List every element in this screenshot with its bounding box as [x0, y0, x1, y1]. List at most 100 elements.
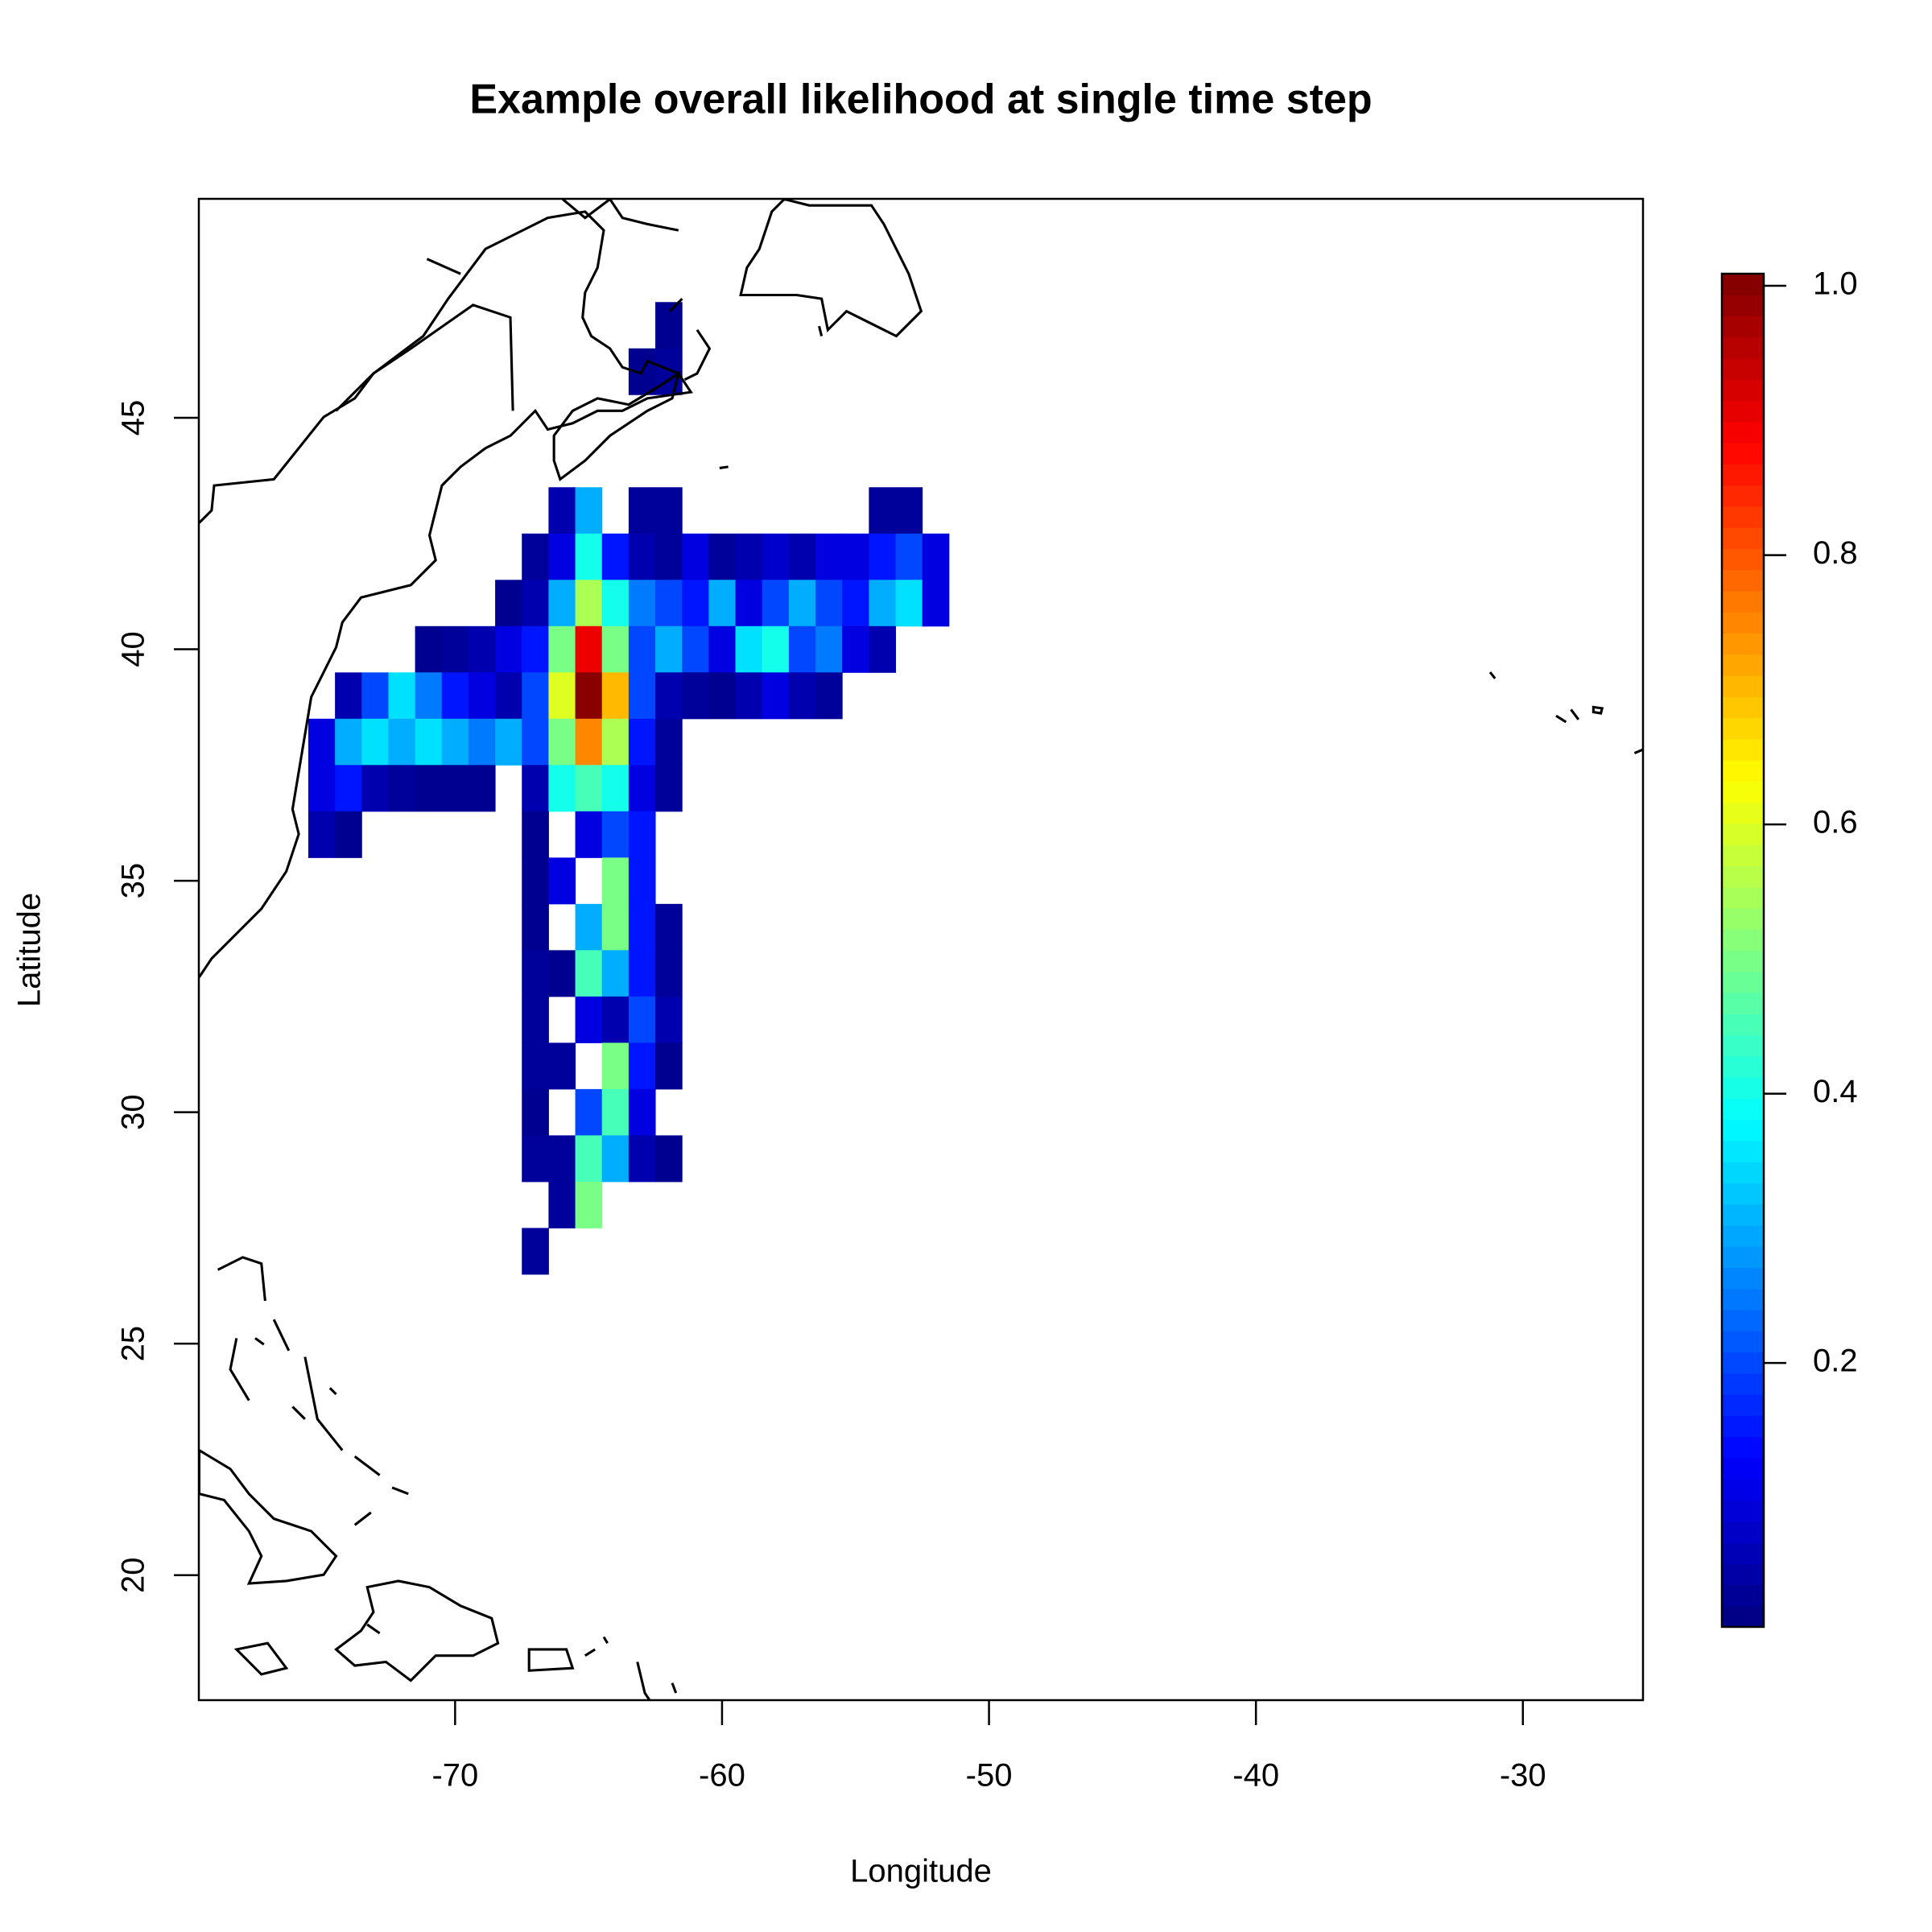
- heatmap-cell: [682, 672, 709, 720]
- colorbar-tick-label: 0.8: [1813, 535, 1858, 571]
- heatmap-cell: [441, 765, 469, 812]
- y-tick-label: 30: [116, 1094, 151, 1130]
- heatmap-cell: [308, 718, 336, 766]
- colorbar-tick-label: 0.4: [1813, 1074, 1858, 1109]
- heatmap-cell: [601, 580, 630, 627]
- heatmap-cell: [895, 487, 923, 535]
- heatmap-cell: [575, 996, 603, 1043]
- heatmap-cell: [575, 765, 603, 812]
- heatmap-cell: [869, 487, 896, 535]
- heatmap-cell: [655, 765, 683, 812]
- heatmap-cell: [601, 857, 630, 905]
- heatmap-cell: [735, 533, 763, 580]
- heatmap-cell: [628, 950, 656, 997]
- colorbar-swatch: [1722, 274, 1764, 295]
- heatmap-cell: [575, 1181, 603, 1228]
- heatmap-cell: [335, 718, 362, 766]
- coastline: [1570, 708, 1580, 720]
- colorbar-swatch: [1722, 907, 1764, 930]
- heatmap-cell: [441, 625, 469, 673]
- colorbar-frame: [1720, 272, 1765, 1629]
- heatmap-cell: [628, 765, 656, 812]
- colorbar-swatch: [1722, 717, 1764, 740]
- heatmap-cell: [575, 580, 603, 627]
- heatmap-cell: [548, 487, 576, 535]
- heatmap-cell: [628, 1042, 656, 1090]
- colorbar-swatch: [1722, 654, 1764, 676]
- coastline: [229, 1338, 250, 1402]
- coastline: [527, 1648, 575, 1672]
- heatmap-cell: [601, 1042, 630, 1090]
- coastline: [391, 1486, 409, 1496]
- coastline: [1633, 748, 1643, 754]
- heatmap-cell: [655, 718, 683, 766]
- x-axis-label: Longitude: [850, 1854, 992, 1889]
- heatmap-cell: [441, 672, 469, 720]
- coastline: [353, 1455, 381, 1476]
- heatmap-cell: [522, 1088, 549, 1136]
- colorbar-swatch: [1722, 1098, 1764, 1121]
- heatmap-cell: [682, 580, 709, 627]
- coastline: [561, 199, 679, 232]
- colorbar: 0.2 0.4 0.6 0.8 1.0: [1720, 266, 1858, 1629]
- heatmap-cell: [601, 1135, 630, 1183]
- heatmap-cell: [522, 672, 549, 720]
- colorbar-swatch: [1722, 358, 1764, 380]
- y-axis-label: Latitude: [12, 893, 47, 1007]
- coastline: [584, 1648, 596, 1657]
- coastline: [1488, 671, 1496, 679]
- x-tick-label: -70: [431, 1758, 478, 1794]
- heatmap-cell: [575, 487, 603, 535]
- heatmap-cell: [655, 903, 683, 951]
- heatmap-cell: [601, 1088, 630, 1136]
- heatmap-cell: [388, 718, 416, 766]
- heatmap-cell: [522, 533, 549, 580]
- heatmap-cell: [522, 1042, 549, 1090]
- heatmap-cell: [788, 533, 816, 580]
- colorbar-swatch: [1722, 823, 1764, 845]
- coastline: [217, 1256, 266, 1302]
- heatmap-cell: [655, 580, 683, 627]
- colorbar-swatch: [1722, 738, 1764, 761]
- heatmap-cell: [628, 1135, 656, 1183]
- heatmap-cell: [441, 718, 469, 766]
- coastline: [199, 210, 693, 978]
- y-tick-label: 35: [116, 863, 151, 899]
- heatmap: [308, 302, 950, 1275]
- colorbar-swatch: [1722, 696, 1764, 719]
- heatmap-cell: [335, 672, 362, 720]
- heatmap-cell: [522, 1135, 549, 1183]
- colorbar-swatch: [1722, 1162, 1764, 1184]
- heatmap-cell: [628, 857, 656, 905]
- chart-title: Example overall likelihood at single tim…: [469, 76, 1372, 123]
- heatmap-cell: [735, 625, 763, 673]
- coastline: [272, 1319, 291, 1352]
- heatmap-cell: [548, 580, 576, 627]
- y-tick-label: 25: [116, 1326, 151, 1362]
- colorbar-swatch: [1722, 443, 1764, 464]
- heatmap-cell: [895, 533, 923, 580]
- heatmap-cell: [522, 811, 549, 858]
- heatmap-cell: [522, 625, 549, 673]
- colorbar-swatch: [1722, 1203, 1764, 1226]
- colorbar-swatch: [1722, 1013, 1764, 1036]
- colorbar-swatch: [1722, 485, 1764, 507]
- colorbar-swatch: [1722, 506, 1764, 528]
- coastline: [719, 465, 729, 469]
- colorbar-swatch: [1722, 993, 1764, 1014]
- heatmap-cell: [575, 533, 603, 580]
- heatmap-cell: [601, 903, 630, 951]
- heatmap-cell: [468, 765, 496, 812]
- heatmap-cell: [415, 718, 443, 766]
- heatmap-cell: [655, 672, 683, 720]
- heatmap-cell: [548, 765, 576, 812]
- heatmap-cell: [361, 672, 389, 720]
- colorbar-swatch: [1722, 1500, 1764, 1522]
- heatmap-cell: [522, 996, 549, 1043]
- heatmap-cell: [655, 996, 683, 1043]
- heatmap-cell: [548, 1181, 576, 1228]
- heatmap-cell: [601, 996, 630, 1043]
- heatmap-cell: [335, 765, 362, 812]
- heatmap-cell: [601, 811, 630, 858]
- colorbar-swatch: [1722, 379, 1764, 402]
